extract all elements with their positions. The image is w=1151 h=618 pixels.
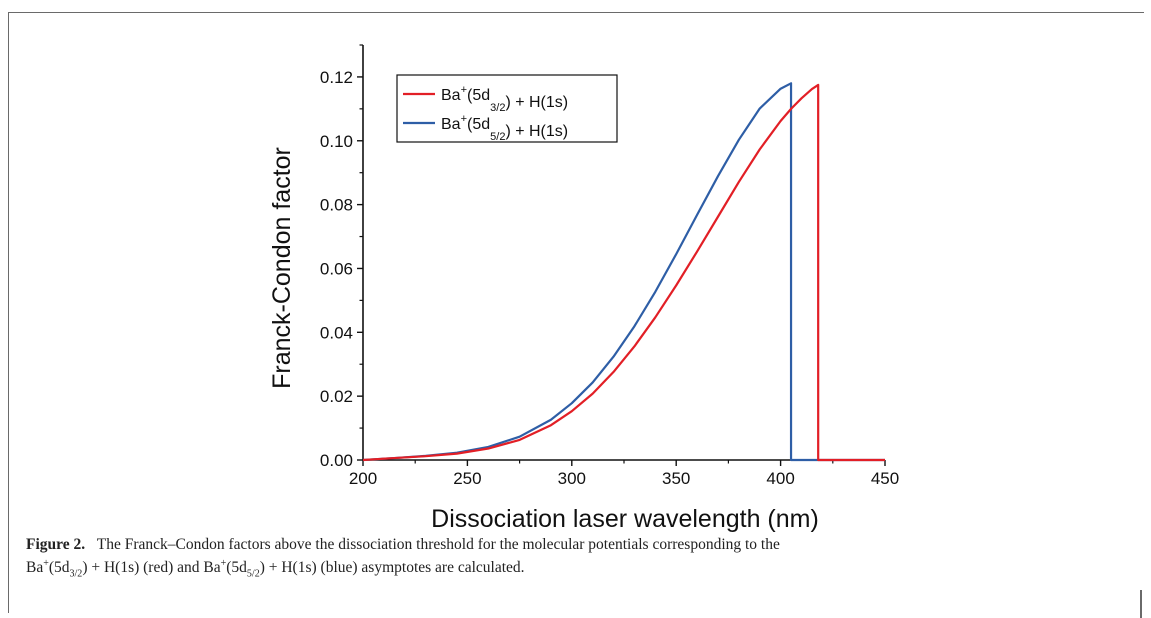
y-tick-label: 0.06 <box>320 259 353 278</box>
chart-series <box>362 82 885 462</box>
legend-box <box>396 74 618 143</box>
y-tick-label: 0.04 <box>320 323 353 342</box>
legend-label-part: + <box>461 84 467 96</box>
x-axis-title: Dissociation laser wavelength (nm) <box>431 505 819 533</box>
figure-caption: Figure 2. The Franck–Condon factors abov… <box>26 535 1126 583</box>
y-tick-label: 0.02 <box>320 387 353 406</box>
x-tick-label: 250 <box>453 469 481 488</box>
caption-p1-sup: + <box>43 558 49 569</box>
legend-label-part: + <box>461 113 467 125</box>
y-axis-title: Franck-Condon factor <box>268 147 296 389</box>
y-tick-label: 0.08 <box>320 196 353 215</box>
chart-axes: 200 250 300 350 400 450 0.00 0.02 0.04 0.06 0.08 0.… <box>320 44 899 488</box>
series-line <box>362 83 885 462</box>
chart-legend: Ba+(5d3/2) + H(1s)Ba+(5d5/2) + H(1s) <box>396 74 618 143</box>
legend-label-part: (5d <box>467 116 490 133</box>
legend-label-part: 5/2 <box>490 131 505 143</box>
caption-p2-b: (5d <box>226 559 247 577</box>
x-tick-label: 350 <box>662 469 690 488</box>
caption-p2-sub: 5/2 <box>246 568 260 580</box>
caption-p2-sup: + <box>220 558 227 569</box>
caption-label: Figure 2. <box>26 536 86 553</box>
series-line <box>362 82 885 462</box>
x-tick-label: 300 <box>558 469 586 488</box>
legend-label: Ba+(5d5/2) + H(1s) <box>441 113 568 143</box>
figure-frame <box>8 12 1144 613</box>
caption-p2-c: ) + H(1s) (blue) asymptotes are calculat… <box>259 559 525 577</box>
x-tick-label: 200 <box>349 469 377 488</box>
legend-label-part: 3/2 <box>490 102 505 114</box>
x-tick-label: 400 <box>766 469 794 488</box>
y-tick-label: 0.12 <box>320 68 353 87</box>
legend-label-part: Ba <box>441 87 461 104</box>
figure-frame-edge <box>1140 590 1142 618</box>
caption-p1-sub: 3/2 <box>69 568 83 580</box>
legend-label-part: Ba <box>441 116 461 133</box>
legend-label-part: ) + H(1s) <box>505 123 568 140</box>
caption-p1-b: (5d <box>48 559 70 577</box>
legend-label-part: ) + H(1s) <box>505 94 568 111</box>
caption-p1-a: Ba <box>26 559 44 577</box>
caption-line1: The Franck–Condon factors above the diss… <box>96 536 780 553</box>
y-tick-label: 0.00 <box>320 451 353 470</box>
x-tick-label: 450 <box>871 469 899 488</box>
y-tick-label: 0.10 <box>320 132 353 151</box>
caption-p1-c: ) + H(1s) (red) and Ba <box>82 559 221 577</box>
legend-label-part: (5d <box>467 87 490 104</box>
legend-label: Ba+(5d3/2) + H(1s) <box>441 84 568 114</box>
